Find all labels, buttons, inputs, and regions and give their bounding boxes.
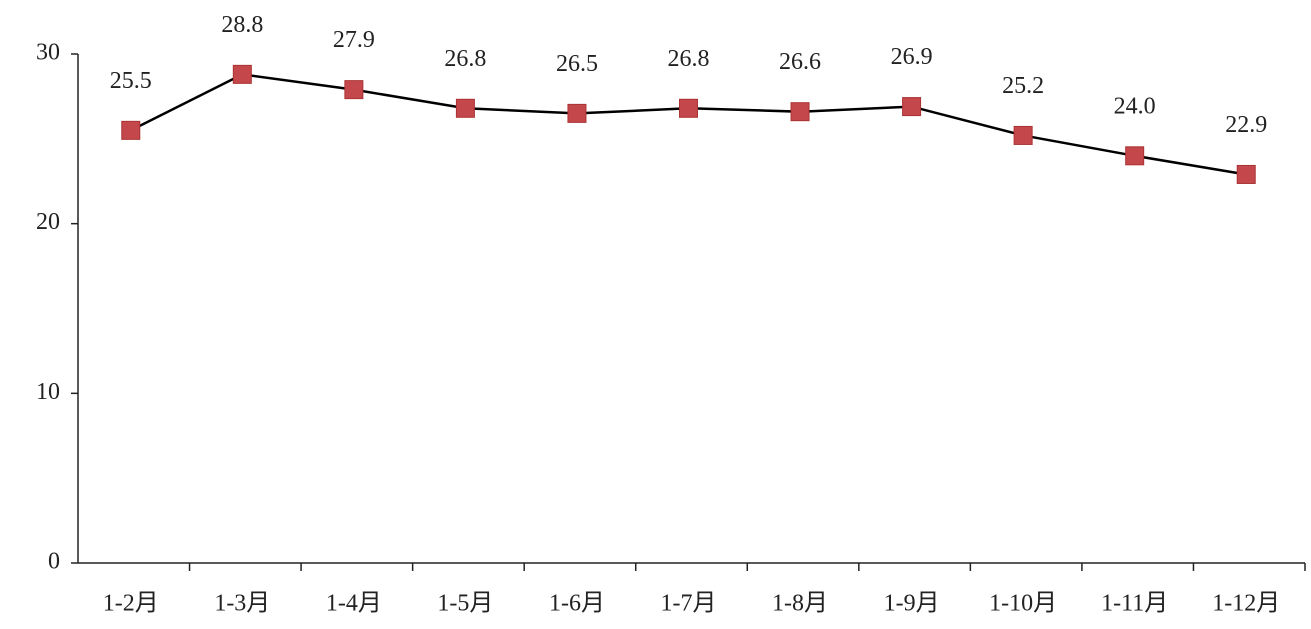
marker — [121, 120, 141, 140]
data-label: 26.8 — [668, 46, 710, 72]
marker — [567, 103, 587, 123]
data-label: 26.5 — [556, 51, 598, 77]
x-tick-label: 1-8月 — [772, 591, 828, 617]
line — [130, 73, 1247, 176]
data-label: 27.9 — [333, 27, 375, 53]
data-label: 26.8 — [444, 46, 486, 72]
data-label: 26.6 — [779, 49, 821, 75]
data-label: 28.8 — [221, 12, 263, 38]
x-tick-label: 1-7月 — [661, 591, 717, 617]
x-tick-label: 1-3月 — [214, 591, 270, 617]
data-label: 22.9 — [1225, 112, 1267, 138]
y-tick-label: 20 — [36, 209, 60, 235]
marker — [679, 98, 698, 118]
marker — [1013, 125, 1033, 145]
x-tick-label: 1-2月 — [103, 591, 159, 617]
x-tick-label: 1-5月 — [437, 591, 493, 617]
marker — [344, 80, 364, 100]
marker — [790, 102, 810, 122]
x-tick-label: 1-10月 — [989, 591, 1057, 617]
y-tick-label: 0 — [48, 549, 60, 575]
data-label: 25.2 — [1002, 73, 1044, 99]
data-label: 25.5 — [110, 68, 152, 94]
x-tick-label: 1-6月 — [549, 591, 605, 617]
x-tick-label: 1-12月 — [1212, 591, 1280, 617]
x-tick-label: 1-4月 — [326, 591, 382, 617]
data-label: 26.9 — [891, 44, 933, 70]
y-tick-label: 10 — [36, 379, 60, 405]
x-tick-label: 1-11月 — [1101, 591, 1168, 617]
marker — [455, 98, 475, 118]
marker — [902, 97, 922, 117]
marker — [1125, 146, 1145, 166]
marker — [232, 64, 252, 84]
x-tick-label: 1-9月 — [884, 591, 940, 617]
marker — [1236, 164, 1256, 184]
data-label: 24.0 — [1114, 93, 1156, 119]
y-tick-label: 30 — [36, 40, 60, 66]
